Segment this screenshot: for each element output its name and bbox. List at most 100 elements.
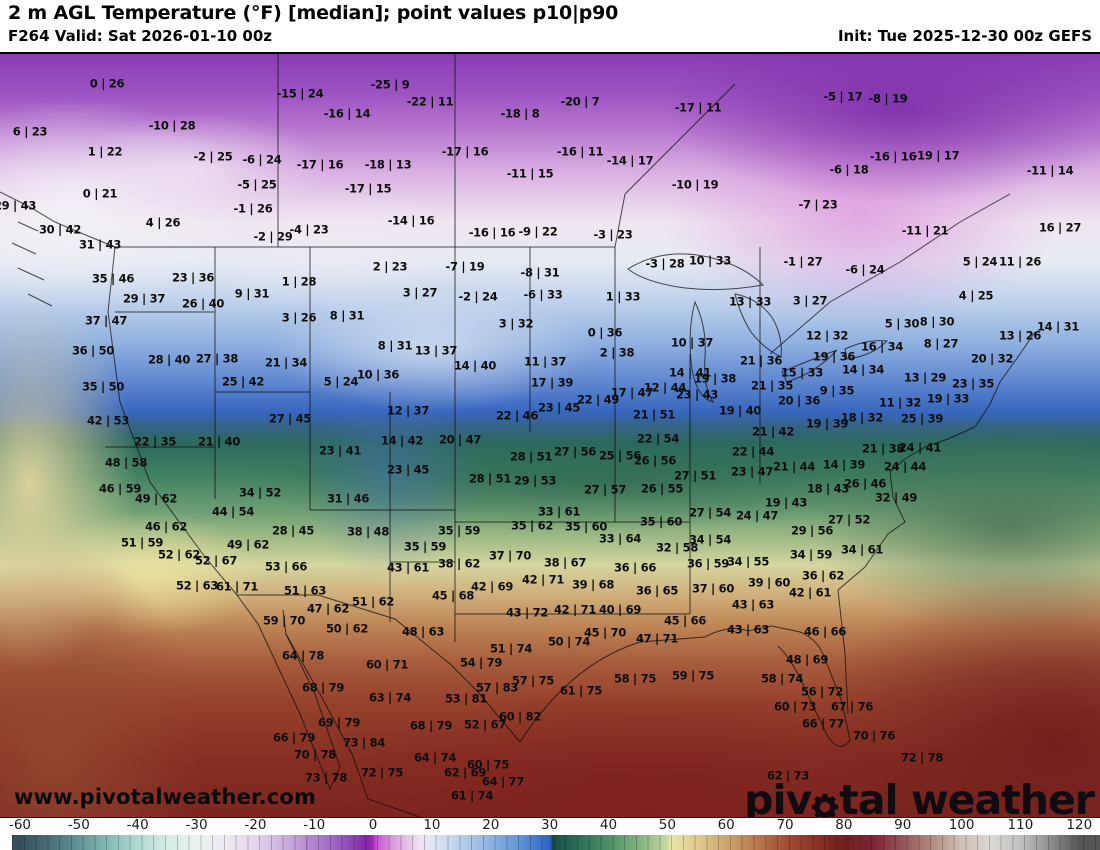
map-point: 27 | 38	[195, 351, 239, 366]
map-points-layer: 0 | 26 -15 | 24 6 | 23 -10 | 28 -16 | 14 1 | …	[0, 54, 1100, 817]
colorbar-tick-label: 90	[894, 817, 912, 833]
map-point: 14 | 40	[453, 358, 497, 373]
map-point: 4 | 25	[958, 288, 994, 303]
gear-icon	[810, 788, 840, 817]
map-point: 39 | 68	[571, 577, 615, 592]
map-point: 3 | 32	[498, 316, 534, 331]
map-point: 1 | 28	[281, 274, 317, 289]
map-point: 21 | 38	[861, 441, 905, 456]
map-point: 60 | 73	[773, 699, 817, 714]
map-point: -22 | 11	[406, 94, 454, 109]
map-point: 17 | 39	[530, 375, 574, 390]
colorbar-tick-label: 80	[835, 817, 853, 833]
map-point: 22 | 54	[636, 431, 680, 446]
map-point: 11 | 26	[998, 254, 1042, 269]
map-point: -18 | 13	[364, 157, 412, 172]
map-point: -15 | 24	[276, 86, 324, 101]
map-point: 54 | 79	[459, 655, 503, 670]
map-point: 3 | 27	[792, 293, 828, 308]
map-point: 23 | 45	[537, 400, 581, 415]
map-point: -8 | 19	[868, 91, 908, 106]
map-point: 62 | 69	[443, 765, 487, 780]
map-point: -14 | 16	[387, 213, 435, 228]
map-point: 37 | 70	[488, 548, 532, 563]
map-point: 64 | 77	[481, 774, 525, 789]
map-point: 16 | 27	[1038, 220, 1082, 235]
map-point: 38 | 48	[346, 524, 390, 539]
map-point: 5 | 30	[884, 316, 920, 331]
map-point: 3 | 27	[402, 285, 438, 300]
map-point: 21 | 40	[197, 434, 241, 449]
map-point: 35 | 59	[437, 523, 481, 538]
map-point: 64 | 74	[413, 750, 457, 765]
map-point: -14 | 17	[606, 153, 654, 168]
map-point: -7 | 23	[798, 197, 838, 212]
map-point: 4 | 26	[145, 215, 181, 230]
header: 2 m AGL Temperature (°F) [median]; point…	[0, 0, 1100, 52]
map-point: 57 | 75	[511, 673, 555, 688]
colorbar-tick-label: -10	[303, 817, 326, 833]
map-point: -2 | 24	[458, 289, 498, 304]
map-point: 35 | 62	[510, 518, 554, 533]
map-point: 12 | 44	[643, 380, 687, 395]
temperature-map[interactable]: 0 | 26 -15 | 24 6 | 23 -10 | 28 -16 | 14 1 | …	[0, 52, 1100, 817]
map-point: 40 | 69	[598, 602, 642, 617]
map-point: -11 | 15	[506, 166, 554, 181]
map-point: 29 | 43	[0, 198, 37, 213]
map-point: 8 | 27	[923, 336, 959, 351]
map-point: 27 | 52	[827, 512, 871, 527]
map-point: 43 | 72	[505, 605, 549, 620]
map-point: 19 | 43	[764, 495, 808, 510]
colorbar-tick-label: -60	[8, 817, 32, 833]
map-point: -5 | 25	[237, 177, 277, 192]
map-point: 12 | 37	[386, 403, 430, 418]
map-point: 27 | 57	[583, 482, 627, 497]
map-point: 8 | 31	[377, 338, 413, 353]
map-point: 52 | 62	[157, 547, 201, 562]
map-point: 37 | 60	[691, 581, 735, 596]
map-point: 72 | 75	[360, 765, 404, 780]
map-point: 42 | 61	[788, 585, 832, 600]
map-point: 22 | 46	[495, 408, 539, 423]
map-point: 36 | 66	[613, 560, 657, 575]
map-point: -11 | 14	[1026, 163, 1074, 178]
map-point: 18 | 43	[806, 481, 850, 496]
map-point: 13 | 33	[728, 294, 772, 309]
map-point: 68 | 79	[409, 718, 453, 733]
map-point: 25 | 39	[900, 411, 944, 426]
map-point: 14 | 41	[668, 365, 712, 380]
map-point: 21 | 36	[739, 353, 783, 368]
map-point: 60 | 75	[466, 757, 510, 772]
map-point: 32 | 49	[874, 490, 918, 505]
map-point: 47 | 71	[635, 631, 679, 646]
map-point: -8 | 31	[520, 265, 560, 280]
map-point: 47 | 62	[306, 601, 350, 616]
map-point: 28 | 51	[509, 449, 553, 464]
map-point: 25 | 56	[598, 448, 642, 463]
map-point: 23 | 35	[951, 376, 995, 391]
valid-time-label: F264 Valid: Sat 2026-01-10 00z	[8, 27, 273, 45]
map-point: -6 | 18	[829, 162, 869, 177]
map-point: 43 | 61	[386, 560, 430, 575]
map-point: 11 | 32	[878, 395, 922, 410]
map-point: 11 | 37	[523, 354, 567, 369]
map-point: -16 | 11	[556, 144, 604, 159]
map-point: 36 | 62	[801, 568, 845, 583]
map-point: -3 | 23	[593, 227, 633, 242]
colorbar-tick-label: 60	[717, 817, 735, 833]
map-point: 21 | 51	[632, 407, 676, 422]
map-point: 35 | 60	[564, 519, 608, 534]
map-point: 72 | 78	[900, 750, 944, 765]
map-point: 29 | 37	[122, 291, 166, 306]
map-point: 42 | 53	[86, 413, 130, 428]
map-point: 14 | 39	[822, 457, 866, 472]
map-point: 19 | 39	[805, 416, 849, 431]
map-point: 46 | 62	[144, 519, 188, 534]
map-point: 51 | 62	[351, 594, 395, 609]
map-point: 29 | 53	[513, 473, 557, 488]
map-point: 36 | 50	[71, 343, 115, 358]
map-point: 52 | 63	[175, 578, 219, 593]
map-point: 43 | 63	[731, 597, 775, 612]
map-point: 27 | 56	[553, 444, 597, 459]
map-point: 48 | 63	[401, 624, 445, 639]
